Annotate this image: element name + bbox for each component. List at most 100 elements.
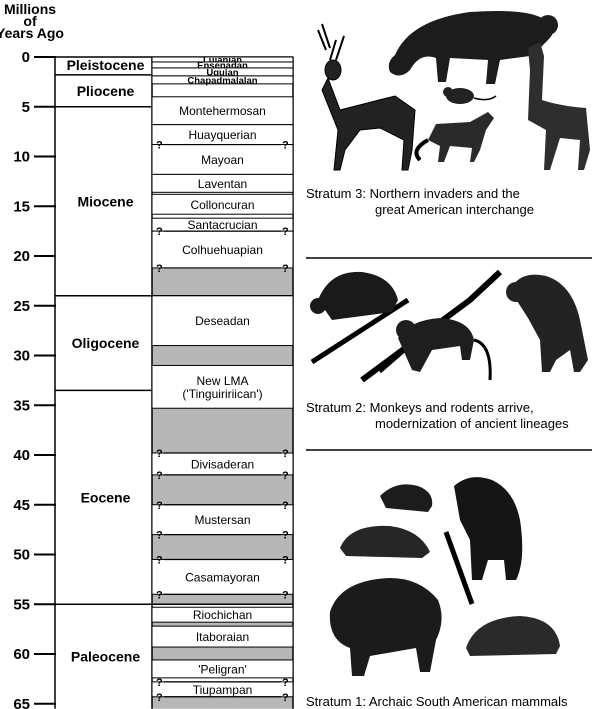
uncertain-mark: ? [156,448,163,460]
lma-label: Santacrucian [187,218,257,232]
uncertain-mark: ? [282,470,289,482]
deer-icon [317,23,416,171]
uncertain-mark: ? [156,500,163,512]
small-mammal-icon [380,484,433,512]
lma-box [151,606,294,623]
gap-band [152,267,293,296]
tick-label: 15 [13,198,30,215]
uncertain-mark: ? [282,263,289,275]
tick-label: 55 [13,596,30,613]
llama-icon [528,42,590,170]
uncertain-mark: ? [282,692,289,704]
stratum-3-illustration [317,11,590,171]
tick-label: 10 [13,149,30,166]
gap-band [152,474,293,505]
uncertain-mark: ? [282,140,289,152]
lma-label: 'Peligran' [198,662,247,676]
uncertain-mark: ? [282,226,289,238]
lma-box [151,625,294,648]
tick-label: 50 [13,547,30,564]
epoch-label: Oligocene [72,335,140,351]
gap-band [152,647,293,660]
stratum-caption: Stratum 3: Northern invaders and the [306,186,520,201]
stratum-captions: Stratum 3: Northern invaders and thegrea… [306,186,569,709]
fox-icon [414,112,494,162]
stratum-1-illustration [329,477,560,676]
lma-label: Chapadmalalan [187,75,257,86]
gap-band [152,594,293,605]
tick-label: 45 [13,497,30,514]
uncertain-mark: ? [156,530,163,542]
tick-label: 5 [22,99,30,116]
lma-label: Montehermosan [179,104,266,118]
lma-label: Huayquerian [188,128,256,142]
uncertain-mark: ? [156,677,163,689]
lma-box [151,193,294,215]
lma-label: Deseadan [195,314,250,328]
gap-band [152,408,293,454]
stratum-caption: great American interchange [375,202,534,217]
lma-label: Uquian [206,67,238,78]
uncertain-mark: ? [156,589,163,601]
tick-label: 30 [13,348,30,365]
lma-box [151,96,294,126]
lma-label: Colloncuran [190,198,254,212]
uncertain-mark: ? [156,226,163,238]
epoch-label: Pliocene [77,83,135,99]
uncertain-mark: ? [156,554,163,566]
axis-title-line: Years Ago [0,25,64,41]
lma-label: Divisaderan [191,457,254,471]
tick-label: 65 [13,696,30,709]
tick-label: 0 [22,49,30,66]
ground-sloth-icon [443,477,523,605]
lma-box [151,230,294,269]
lma-label: Lujanian [203,55,242,66]
stratum-2-illustration [310,269,588,383]
stratum-dividers [306,257,592,451]
uncertain-mark: ? [282,448,289,460]
uncertain-mark: ? [282,530,289,542]
uncertain-mark: ? [156,140,163,152]
lma-label: New LMA [196,374,248,388]
epoch-label: Pleistocene [67,57,145,73]
toxodont-icon [329,578,442,676]
uncertain-mark: ? [282,677,289,689]
lma-label: Riochichan [193,608,252,622]
lma-box [151,295,294,347]
lma-box [151,659,294,679]
jaguar-icon [388,11,558,84]
capybara-icon [506,274,588,372]
gap-band [152,622,293,627]
porcupine-icon [310,271,398,320]
lma-label-secondary: ('Tinguiririican') [182,387,262,401]
uncertain-mark: ? [156,692,163,704]
lma-label: Tiupampan [193,683,253,697]
lma-label: Itaboraian [196,630,249,644]
lma-label: Ensenadan [197,60,248,71]
lma-box [151,364,294,409]
tick-label: 35 [13,397,30,414]
axis-title-line: Millions [4,1,56,17]
armadillo-icon [340,525,430,558]
lma-label: Mustersan [194,513,250,527]
glyptodont-icon [466,616,560,656]
gap-band [152,696,293,709]
lma-box [151,75,294,85]
rodent-icon [443,87,497,104]
uncertain-mark: ? [156,470,163,482]
uncertain-mark: ? [156,263,163,275]
gap-band [152,534,293,560]
lma-label: Mayoan [201,153,244,167]
lma-label: Casamayoran [185,570,260,584]
epoch-label: Eocene [81,489,131,505]
tick-label: 25 [13,298,30,315]
stratum-caption: Stratum 2: Monkeys and rodents arrive, [306,400,534,415]
stratum-caption: Stratum 1: Archaic South American mammal… [306,694,568,709]
uncertain-mark: ? [282,500,289,512]
epoch-label: Miocene [77,193,133,209]
uncertain-mark: ? [282,589,289,601]
lma-label: Laventan [198,177,247,191]
